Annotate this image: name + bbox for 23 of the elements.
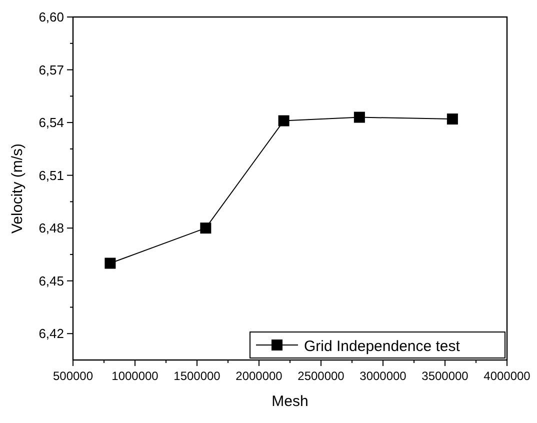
point [446, 114, 458, 125]
y-tick-label: 6,54 [38, 115, 64, 130]
x-tick-label: 3000000 [360, 369, 407, 383]
x-tick-label: 500000 [52, 369, 94, 383]
y-tick-label: 6,48 [38, 220, 64, 236]
point [200, 222, 212, 234]
x-tick-label: 1500000 [174, 369, 221, 383]
y-axis-title: Velocity (m/s) [9, 143, 26, 234]
legend-label: Grid Independence test [304, 338, 461, 355]
y-tick-label: 6,45 [38, 273, 64, 288]
x-tick-label: 2000000 [236, 369, 283, 383]
x-tick-label: 1000000 [112, 369, 159, 383]
y-tick-label: 6,42 [38, 326, 64, 342]
y-tick-label: 6,51 [38, 168, 64, 183]
y-tick-label: 6,57 [38, 62, 64, 78]
x-axis-title: Mesh [272, 393, 308, 410]
point [104, 258, 116, 269]
x-tick-label: 3500000 [422, 369, 469, 383]
x-tick-label: 4000000 [484, 369, 531, 383]
x-tick-label: 2500000 [298, 369, 345, 383]
y-tick-label: 6,60 [38, 10, 64, 24]
point [354, 112, 365, 123]
point [278, 115, 290, 126]
